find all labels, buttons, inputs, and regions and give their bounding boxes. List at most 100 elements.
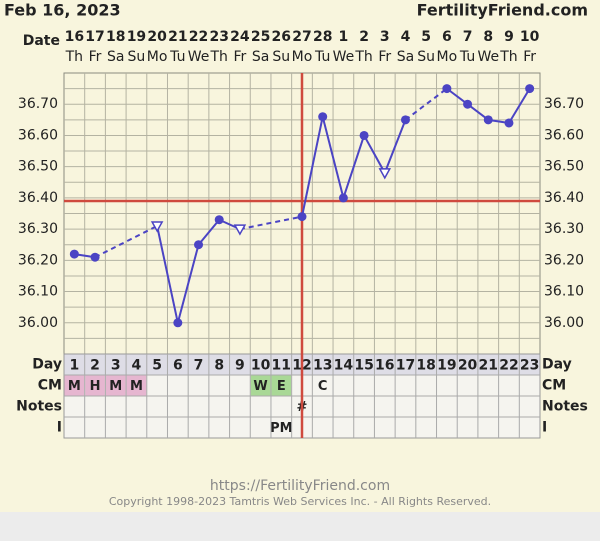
cm-entry: E: [277, 379, 286, 394]
date-label: 10: [520, 29, 540, 45]
weekday-label: Su: [417, 49, 435, 65]
weekday-label: Mo: [147, 49, 168, 65]
x-tick-label: 20: [458, 358, 478, 374]
x-tick-label: 9: [235, 358, 245, 374]
cm-cell: [85, 375, 105, 396]
temp-segment: [321, 116, 345, 199]
row-label: Notes: [16, 399, 62, 415]
x-tick-label: 2: [90, 358, 100, 374]
date-label: 19: [127, 29, 146, 45]
date-label: 17: [85, 29, 104, 45]
date-label: 2: [359, 29, 369, 45]
row-label: CM: [542, 378, 566, 394]
weekday-label: Sa: [397, 49, 414, 65]
x-tick-label: 4: [132, 358, 142, 374]
date-label: 3: [380, 29, 390, 45]
y-tick-label: 36.50: [544, 159, 584, 175]
cm-entry: M: [109, 379, 122, 394]
temp-point-open: [150, 221, 164, 233]
y-tick-label: 36.40: [544, 190, 584, 206]
temp-point: [194, 240, 204, 250]
temp-point: [504, 118, 514, 128]
weekday-label: We: [477, 49, 499, 65]
temp-point: [359, 130, 369, 140]
temp-point: [69, 249, 79, 259]
date-label: 27: [292, 29, 311, 45]
x-tick-label: 19: [437, 358, 456, 374]
cm-entry: H: [90, 379, 101, 394]
y-tick-label: 36.70: [18, 96, 58, 112]
date-label: 1: [339, 29, 349, 45]
x-tick-label: 11: [272, 358, 291, 374]
weekday-label: Th: [65, 49, 83, 65]
row-label: I: [57, 420, 62, 436]
temp-segment: [342, 135, 366, 199]
footer-url: https://FertilityFriend.com: [210, 478, 390, 494]
x-tick-label: 14: [334, 358, 354, 374]
cm-cell: [271, 375, 292, 396]
temp-point: [442, 84, 452, 94]
row-label: I: [542, 420, 547, 436]
y-tick-label: 36.20: [544, 252, 584, 268]
weekday-label: Tu: [459, 49, 475, 65]
y-tick-label: 36.10: [544, 284, 584, 300]
temp-segment: [301, 116, 324, 217]
weekday-label: Th: [354, 49, 372, 65]
x-tick-label: 8: [214, 358, 224, 374]
temp-point: [297, 212, 307, 222]
temp-point: [318, 112, 328, 122]
date-label: 20: [147, 29, 167, 45]
cm-entry: W: [253, 379, 267, 394]
weekday-label: Th: [499, 49, 517, 65]
weekday-label: Sa: [252, 49, 269, 65]
temp-point-open: [378, 168, 392, 180]
temp-segment: [94, 225, 158, 259]
copyright: Copyright 1998-2023 Tamtris Web Services…: [109, 495, 491, 508]
x-tick-label: 22: [499, 358, 518, 374]
i-entry: PM: [270, 421, 292, 436]
date-label: 4: [401, 29, 411, 45]
temp-point: [463, 99, 473, 109]
weekday-label: Tu: [314, 49, 330, 65]
x-tick-label: 1: [69, 358, 79, 374]
weekday-label: Fr: [378, 49, 391, 65]
row-label: CM: [38, 378, 62, 394]
temp-point-open: [233, 224, 247, 236]
weekday-label: Su: [128, 49, 146, 65]
temp-point: [483, 115, 493, 125]
y-tick-label: 36.60: [544, 127, 584, 143]
temp-segment: [197, 219, 220, 246]
date-label: 24: [230, 29, 250, 45]
temp-point: [338, 193, 348, 203]
row-label: Day: [542, 357, 572, 373]
weekday-label: Mo: [437, 49, 458, 65]
y-tick-label: 36.70: [544, 96, 584, 112]
weekday-label: Fr: [89, 49, 102, 65]
temp-segment: [508, 88, 531, 124]
weekday-label: Fr: [523, 49, 536, 65]
x-tick-label: 17: [396, 358, 415, 374]
cm-entry: M: [68, 379, 81, 394]
cm-cell: [64, 375, 85, 396]
temp-point: [90, 252, 100, 262]
row-label: Day: [32, 357, 62, 373]
x-tick-label: 23: [520, 358, 539, 374]
x-tick-label: 15: [354, 358, 373, 374]
temp-segment: [383, 119, 407, 174]
date-label: 5: [421, 29, 431, 45]
temp-segment: [176, 244, 200, 324]
row-label: Notes: [542, 399, 588, 415]
y-tick-label: 36.30: [18, 221, 58, 237]
date-label: 16: [65, 29, 84, 45]
temp-segment: [156, 225, 179, 323]
date-label: 26: [272, 29, 291, 45]
weekday-label: Su: [272, 49, 290, 65]
site-name: FertilityFriend.com: [417, 1, 588, 20]
y-tick-label: 36.30: [544, 221, 584, 237]
y-tick-label: 36.20: [18, 252, 58, 268]
temp-point: [400, 115, 410, 125]
row-label: Date: [23, 33, 60, 49]
x-tick-label: 5: [152, 358, 162, 374]
y-tick-label: 36.00: [544, 315, 584, 331]
